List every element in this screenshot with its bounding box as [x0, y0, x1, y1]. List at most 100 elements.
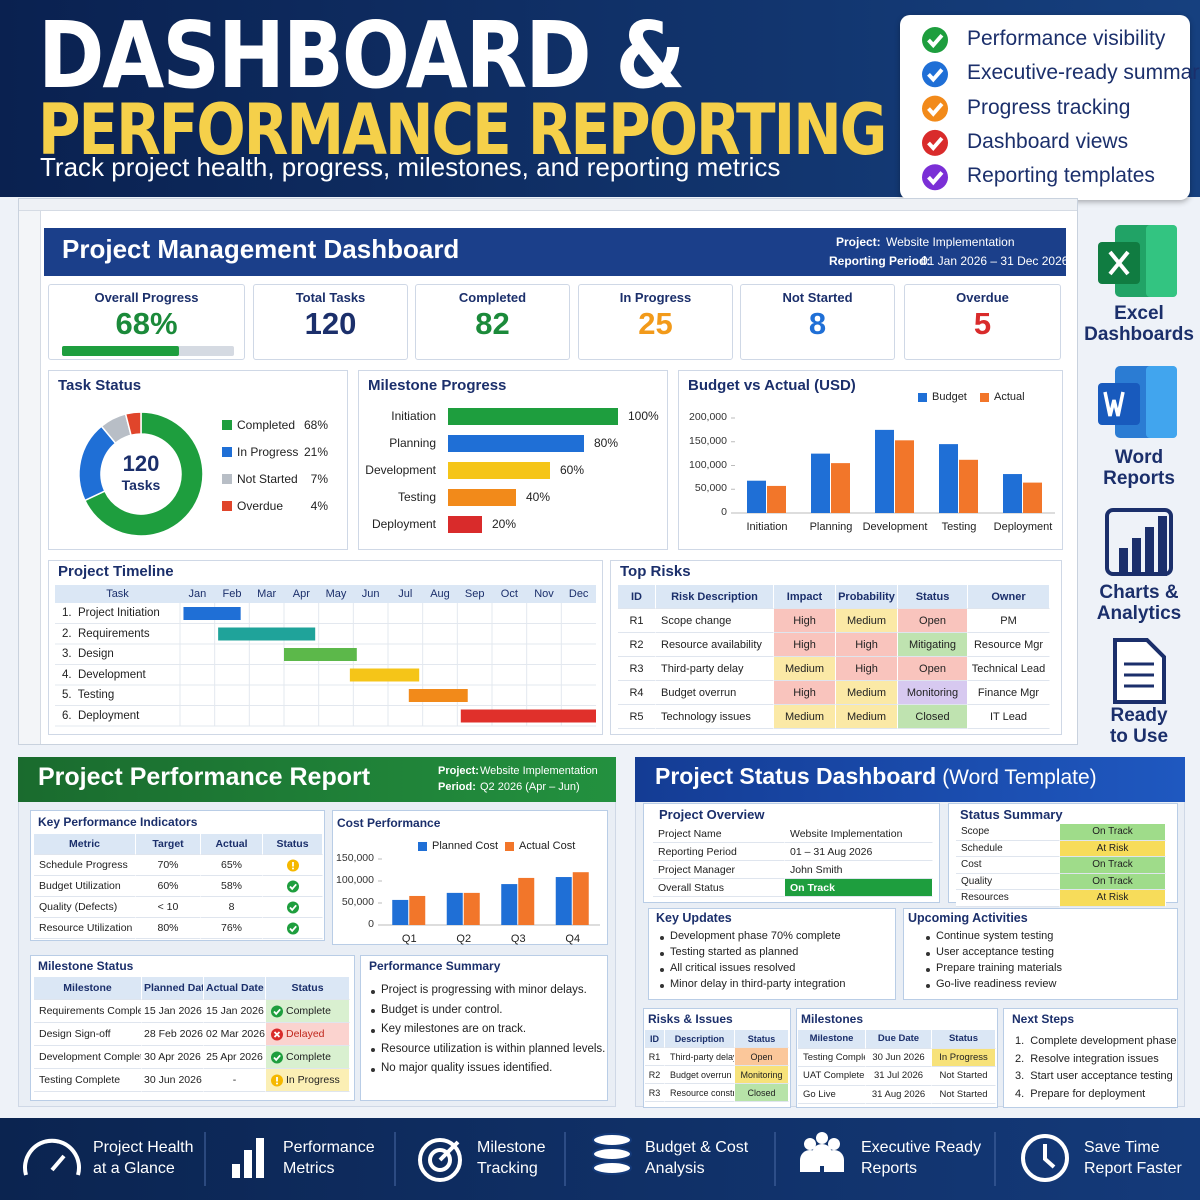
table-cell: Open: [898, 609, 968, 633]
bullet-dot: [371, 1028, 375, 1033]
table-header: Status: [932, 1030, 996, 1049]
panel: [19, 211, 41, 744]
panel: [253, 284, 408, 360]
month-label: Nov: [534, 588, 554, 600]
table-cell: 31 Jul 2026: [866, 1067, 932, 1086]
step-text: 4. Prepare for deployment: [1015, 1087, 1146, 1100]
footer-text: Save Time: [1084, 1139, 1160, 1156]
subtitle: Track project health, progress, mileston…: [40, 152, 781, 182]
table-cell: 80%: [136, 918, 201, 939]
excel-icon: [1115, 225, 1177, 297]
y-tick-label: 100,000: [689, 458, 727, 471]
legend-swatch: [505, 842, 514, 851]
panel-title: Status Summary: [960, 807, 1063, 822]
title-main: Project Status Dashboard: [655, 763, 937, 789]
panel: [635, 757, 1185, 802]
month-label: Jul: [398, 588, 413, 600]
table-cell: At Risk: [1060, 890, 1166, 907]
panel: [19, 199, 1077, 211]
donut-label: Tasks: [121, 477, 161, 493]
bullet-dot: [371, 989, 375, 994]
month-label: Aug: [430, 588, 450, 600]
word-title: Project Status Dashboard (Word Template): [655, 763, 1097, 790]
table-cell: On Track: [1060, 873, 1166, 890]
category-label: Deployment: [371, 517, 436, 531]
step-text: 1. Complete development phase: [1015, 1035, 1177, 1047]
table-cell: Resource Mgr: [968, 633, 1050, 657]
table-cell: Requirements Complete: [34, 1000, 142, 1023]
table-cell: < 10: [136, 897, 201, 918]
table-cell: Monitoring: [898, 681, 968, 705]
panel: [678, 370, 1063, 550]
x-tick-label: Q4: [565, 933, 581, 945]
table-header: ID: [618, 585, 656, 609]
value-label: 40%: [526, 490, 551, 504]
table-cell: -: [204, 1069, 266, 1092]
table-cell: PM: [968, 609, 1050, 633]
table-cell: Resource Utilization: [34, 918, 136, 939]
panel: [55, 585, 596, 603]
word-icon: [1103, 391, 1125, 417]
charts-icon: [1119, 548, 1128, 576]
panel-title: Task Status: [58, 377, 142, 394]
table-cell: Technology issues: [656, 705, 774, 729]
bullet-text: Project is progressing with minor delays…: [381, 984, 587, 996]
table-cell: Resource availability: [656, 633, 774, 657]
bullet-dot: [660, 983, 664, 988]
side-label: Excel Dashboards: [1084, 303, 1194, 345]
kpi-label: In Progress: [619, 290, 692, 305]
table-cell: R3: [645, 1084, 665, 1102]
bullet-dot: [371, 1067, 375, 1072]
table-header: Impact: [774, 585, 836, 609]
bullet-text: User acceptance testing: [936, 946, 1055, 958]
table-cell: Scope change: [656, 609, 774, 633]
value-label: 20%: [492, 517, 517, 531]
label: Period:: [438, 781, 476, 793]
category-label: Development: [365, 463, 436, 477]
table-cell: 30 Jun 2026: [142, 1069, 204, 1092]
legend-value: 4%: [310, 499, 328, 513]
table-cell: On Track: [785, 879, 933, 897]
table-header: Planned Date: [142, 977, 204, 1000]
bullet-dot: [660, 951, 664, 956]
panel: [44, 228, 1066, 276]
y-tick-label: 0: [368, 918, 374, 930]
label: Reporting Period:: [829, 254, 931, 268]
step-text: 3. Start user acceptance testing: [1015, 1070, 1173, 1082]
kpi-value: 8: [808, 306, 827, 341]
title: PERFORMANCE REPORTING: [38, 88, 887, 171]
excel-icon: [1146, 225, 1177, 297]
donut-total: 120: [122, 451, 160, 476]
panel: [415, 284, 570, 360]
table-header: Actual Date: [204, 977, 266, 1000]
legend-value: 21%: [303, 445, 328, 459]
table-cell: John Smith: [785, 861, 933, 879]
y-tick-label: 50,000: [694, 482, 727, 495]
value: Website Implementation: [886, 235, 1015, 249]
task-label: 5. Testing: [62, 689, 115, 701]
table-cell: Third-party delay: [656, 657, 774, 681]
y-tick-label: 50,000: [341, 896, 374, 908]
charts-icon: [1158, 516, 1167, 576]
table-cell: Mitigating: [898, 633, 968, 657]
table-cell: Project Manager: [653, 861, 785, 879]
value-label: 80%: [594, 436, 619, 450]
table-cell: Open: [898, 657, 968, 681]
month-label: Jan: [188, 588, 207, 600]
label: Project:: [836, 235, 881, 249]
legend-swatch: [418, 842, 427, 851]
legend-label: Overdue: [237, 499, 284, 513]
legend-value: 7%: [310, 472, 328, 486]
legend-swatch: [222, 447, 232, 457]
panel-title: Key Performance Indicators: [38, 815, 198, 829]
footer-text: Analysis: [645, 1160, 705, 1177]
month-label: May: [325, 588, 347, 600]
panel: [48, 370, 348, 550]
table-cell: 15 Jan 2026: [142, 1000, 204, 1023]
table-cell: 30 Jun 2026: [866, 1048, 932, 1067]
legend-swatch: [222, 420, 232, 430]
panel-title: Top Risks: [620, 563, 691, 580]
feature-label: Executive-ready summary: [967, 61, 1200, 85]
table-cell: On Track: [1060, 824, 1166, 841]
legend-value: 68%: [303, 418, 328, 432]
